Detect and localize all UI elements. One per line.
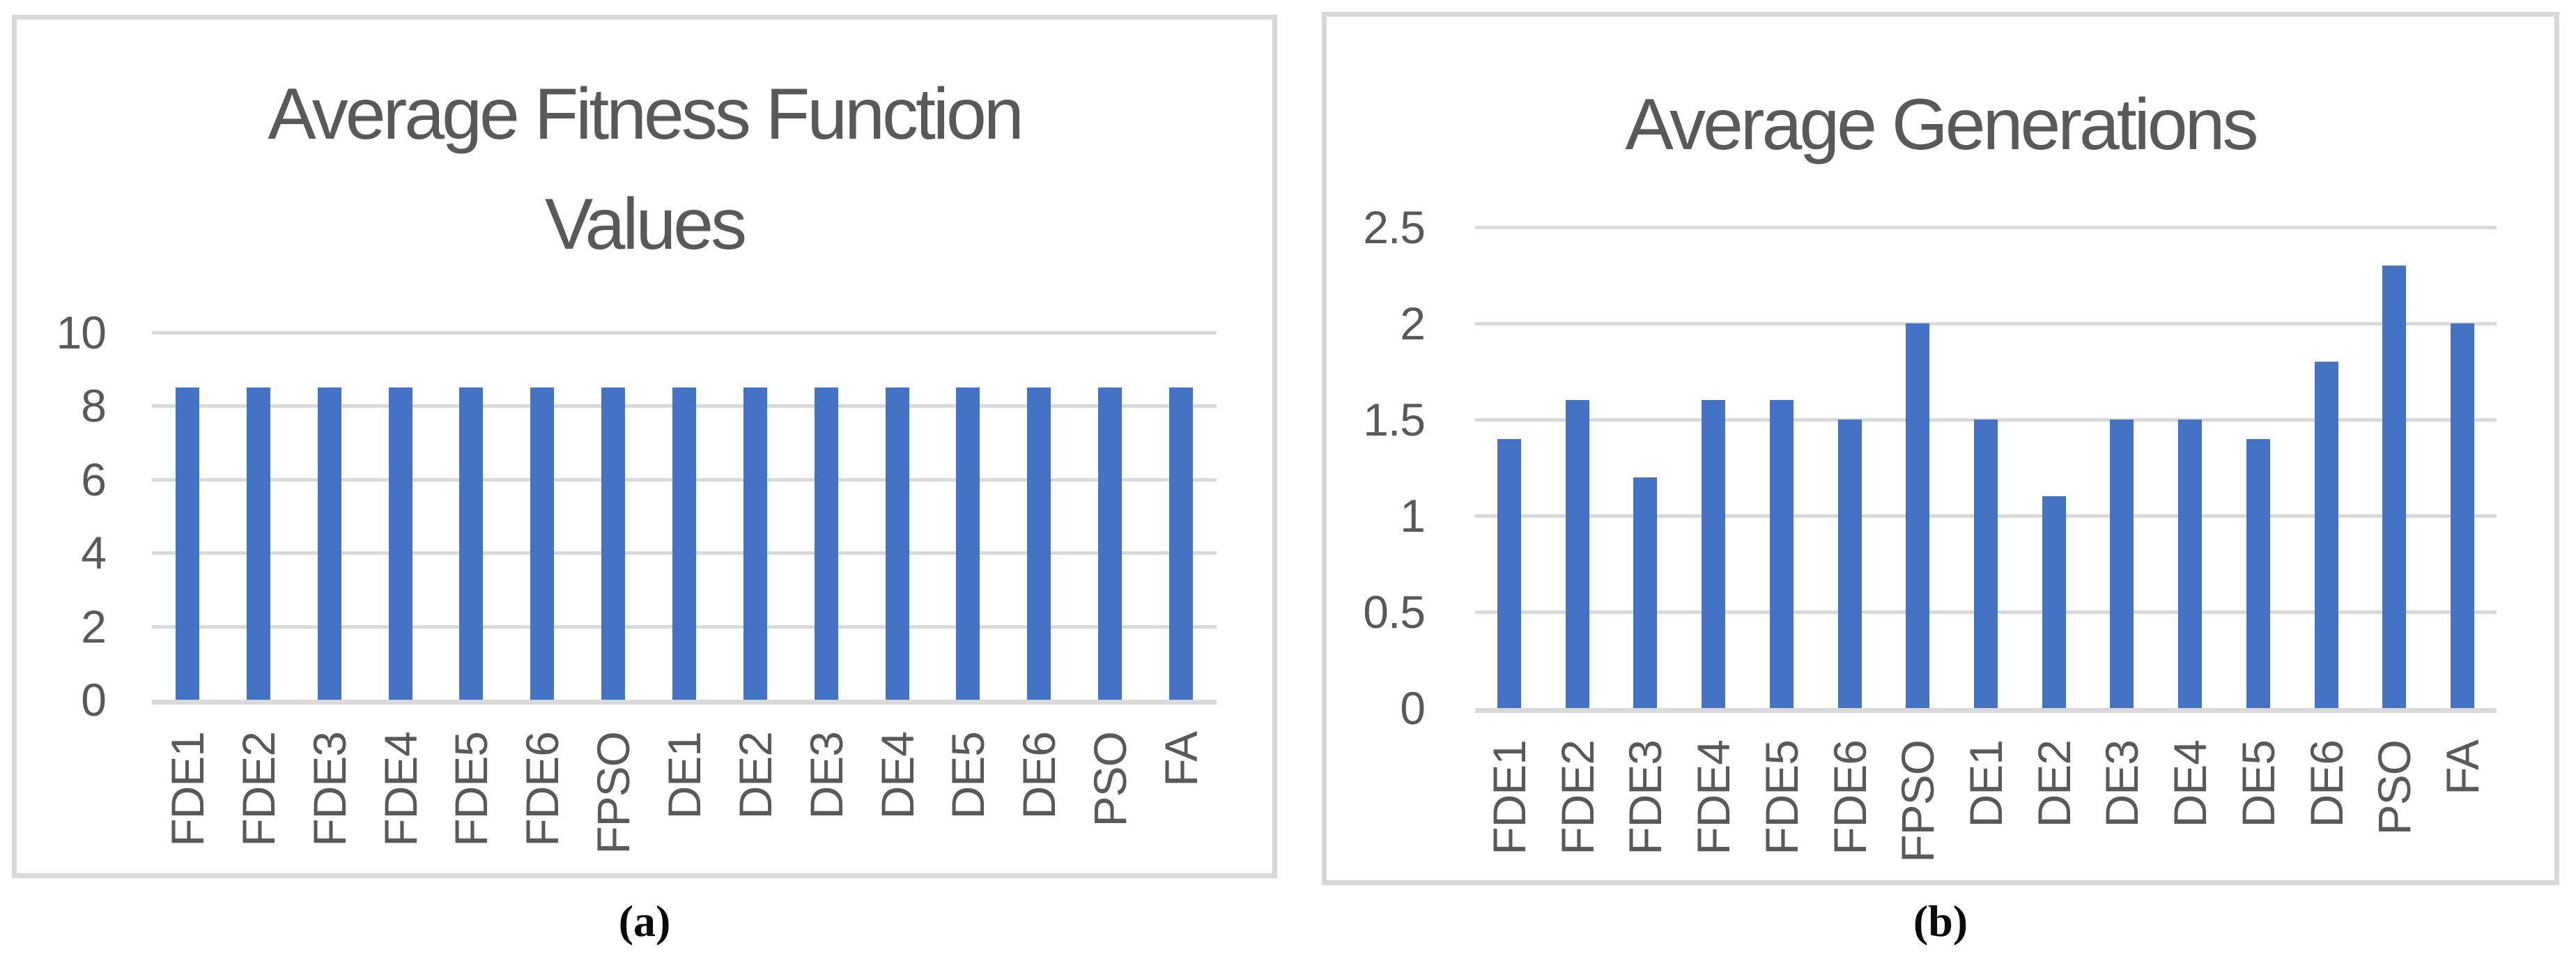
bar xyxy=(1837,420,1862,708)
x-axis-label: PSO xyxy=(2368,740,2421,836)
caption-b: (b) xyxy=(1913,896,1968,946)
bar xyxy=(175,387,199,700)
chart-b-title: Average Generations xyxy=(1322,70,2559,180)
x-axis-label: FPSO xyxy=(1892,740,1944,863)
caption-a: (a) xyxy=(618,896,671,946)
bar xyxy=(459,387,484,700)
x-axis-label: FA xyxy=(2437,740,2489,795)
y-tick-label: 0.5 xyxy=(1363,586,1426,638)
bar xyxy=(601,387,626,700)
x-axis-label: DE5 xyxy=(2232,740,2284,828)
bar xyxy=(530,387,555,700)
bar xyxy=(2382,266,2407,708)
bar xyxy=(1633,477,1658,708)
bar xyxy=(246,387,270,700)
bar xyxy=(2178,420,2203,708)
bar xyxy=(814,387,838,700)
x-axis-label: DE6 xyxy=(1013,732,1065,820)
bar xyxy=(956,387,980,700)
bar xyxy=(317,387,341,700)
x-axis-label: DE3 xyxy=(800,732,852,820)
x-axis-label: DE1 xyxy=(1960,740,2012,828)
bar xyxy=(1565,400,1589,708)
bar xyxy=(1769,400,1794,708)
bar xyxy=(2246,438,2270,708)
bar xyxy=(885,387,909,700)
gridline xyxy=(1475,226,2497,229)
chart-a-title-line: Average Fitness Function xyxy=(268,74,1024,155)
y-tick-label: 2.5 xyxy=(1363,201,1426,253)
bar xyxy=(1027,387,1051,700)
chart-a-title-line: Values xyxy=(544,184,747,265)
bar xyxy=(1974,420,1998,708)
chart-b-title-line: Average Generations xyxy=(1625,84,2259,165)
y-tick-label: 2 xyxy=(81,600,107,652)
y-tick-label: 0 xyxy=(1400,682,1426,734)
x-axis-label: FPSO xyxy=(587,732,640,854)
x-axis-line xyxy=(152,700,1217,705)
x-axis-label: FDE1 xyxy=(1483,740,1535,855)
x-axis-label: DE5 xyxy=(942,732,994,820)
bar xyxy=(1169,387,1194,700)
x-axis-label: FDE2 xyxy=(1551,740,1603,855)
bar xyxy=(672,387,696,700)
bar xyxy=(743,387,767,700)
y-tick-label: 0 xyxy=(81,674,107,726)
bar xyxy=(2314,362,2338,708)
bar xyxy=(1098,387,1123,700)
x-axis-label: PSO xyxy=(1084,732,1136,827)
bar xyxy=(1702,400,1726,708)
x-axis-label: DE3 xyxy=(2096,740,2148,828)
x-axis-label: FDE3 xyxy=(1619,740,1672,855)
bar xyxy=(1497,438,1521,708)
x-axis-label: DE6 xyxy=(2300,740,2352,828)
x-axis-label: DE4 xyxy=(871,732,923,820)
gridline xyxy=(152,331,1217,335)
y-tick-label: 8 xyxy=(81,380,107,432)
x-axis-label: FDE4 xyxy=(1688,740,1740,855)
y-tick-label: 6 xyxy=(81,453,107,505)
x-axis-label: DE1 xyxy=(658,732,710,820)
x-axis-label: FDE4 xyxy=(374,732,426,847)
x-axis-label: FDE6 xyxy=(516,732,569,847)
x-axis-label: DE4 xyxy=(2164,740,2216,828)
x-axis-label: DE2 xyxy=(729,732,781,820)
y-tick-label: 1 xyxy=(1400,490,1426,542)
bar xyxy=(2042,496,2066,708)
chart-panel-b xyxy=(1322,12,2559,885)
x-axis-label: FDE5 xyxy=(1755,740,1807,855)
chart-panel-a xyxy=(12,15,1277,878)
chart-a-title: Average Fitness Function Values xyxy=(12,59,1277,279)
bar xyxy=(388,387,412,700)
x-axis-label: FDE3 xyxy=(303,732,355,847)
y-tick-label: 2 xyxy=(1400,298,1426,349)
y-tick-label: 4 xyxy=(81,527,107,579)
x-axis-label: FDE1 xyxy=(161,732,213,847)
gridline xyxy=(1475,322,2497,325)
x-axis-label: DE2 xyxy=(2028,740,2080,828)
x-axis-label: FDE2 xyxy=(232,732,284,847)
x-axis-line xyxy=(1475,708,2497,713)
x-axis-label: FA xyxy=(1155,732,1208,787)
bar xyxy=(2110,420,2134,708)
bar xyxy=(1906,323,1930,708)
bar xyxy=(2451,323,2475,708)
x-axis-label: FDE6 xyxy=(1823,740,1876,855)
x-axis-label: FDE5 xyxy=(445,732,498,847)
y-tick-label: 10 xyxy=(56,307,107,358)
y-tick-label: 1.5 xyxy=(1363,394,1426,445)
